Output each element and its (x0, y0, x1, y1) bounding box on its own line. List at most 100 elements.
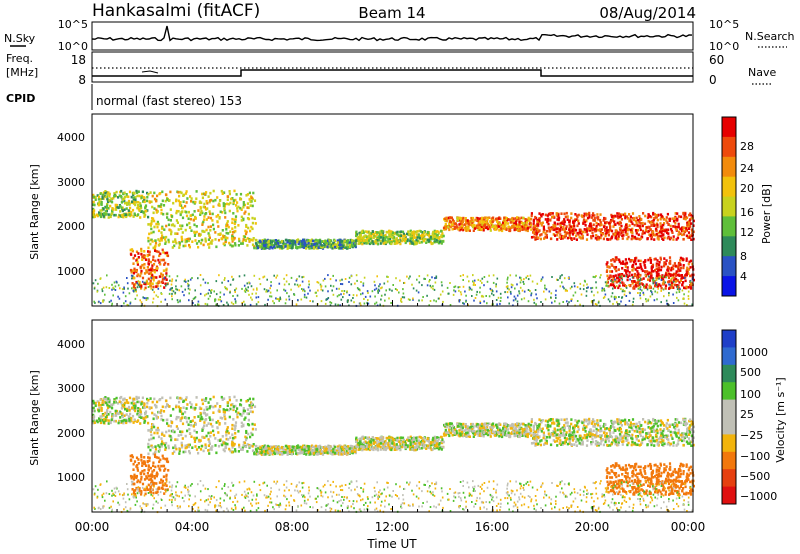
power-echo-cell (123, 197, 126, 200)
power-echo-cell (564, 289, 567, 292)
power-echo-cell (256, 287, 258, 290)
power-echo-cell (458, 219, 461, 222)
velocity-echo-cell (207, 444, 210, 447)
power-echo-cell (688, 227, 691, 230)
power-echo-cell (362, 284, 365, 287)
velocity-echo-cell (144, 410, 148, 413)
power-echo-cell (203, 218, 206, 221)
power-echo-cell (120, 214, 123, 217)
power-echo-cell (291, 243, 294, 246)
power-echo-cell (543, 290, 545, 293)
power-echo-cell (345, 244, 348, 247)
power-echo-cell (130, 270, 133, 274)
power-echo-cell (150, 219, 153, 223)
power-echo-cell (175, 279, 177, 282)
power-echo-cell (128, 202, 131, 206)
power-echo-cell (472, 274, 474, 277)
power-echo-cell (506, 278, 509, 281)
power-echo-cell (290, 246, 293, 250)
nave-label: Nave (748, 66, 776, 79)
velocity-echo-cell (99, 415, 102, 418)
power-echo-cell (135, 288, 137, 291)
power-echo-cell (423, 231, 426, 234)
power-echo-cell (132, 193, 135, 197)
power-echo-cell (516, 216, 519, 219)
power-echo-cell (154, 239, 157, 242)
power-echo-cell (536, 282, 539, 285)
power-echo-cell (632, 263, 635, 267)
power-echo-cell (94, 301, 96, 304)
power-echo-cell (209, 212, 212, 216)
power-echo-cell (656, 291, 659, 294)
power-echo-cell (496, 220, 499, 223)
velocity-echo-cell (193, 408, 196, 411)
power-echo-cell (153, 225, 156, 229)
power-echo-cell (510, 286, 513, 289)
velocity-echo-cell (208, 405, 212, 408)
power-echo-cell (654, 216, 657, 219)
power-echo-cell (683, 302, 686, 305)
power-echo-cell (363, 298, 365, 300)
power-echo-cell (462, 274, 464, 277)
power-echo-cell (681, 258, 684, 262)
power-echo-cell (644, 214, 647, 218)
power-echo-cell (214, 300, 216, 303)
velocity-echo-cell (132, 402, 136, 405)
power-echo-cell (566, 289, 568, 292)
power-echo-cell (392, 284, 394, 286)
power-echo-cell (234, 291, 236, 293)
power-echo-cell (455, 225, 458, 229)
power-echo-cell (568, 220, 571, 224)
power-echo-cell (620, 274, 623, 277)
power-echo-cell (633, 216, 636, 220)
power-echo-cell (691, 273, 694, 277)
power-echo-cell (467, 222, 470, 226)
velocity-echo-cell (180, 433, 183, 437)
power-echo-cell (474, 284, 476, 286)
power-echo-cell (110, 299, 112, 302)
velocity-echo-cell (247, 418, 250, 422)
power-echo-cell (609, 225, 612, 228)
velocity-echo-cell (168, 405, 171, 408)
power-echo-cell (260, 243, 264, 246)
power-echo-cell (464, 217, 467, 220)
power-echo-cell (256, 288, 258, 291)
power-ytick-4000: 4000 (57, 131, 85, 144)
velocity-echo-cell (151, 400, 154, 404)
power-echo-cell (495, 290, 498, 293)
power-echo-cell (257, 296, 260, 299)
power-echo-cell (669, 283, 671, 286)
power-echo-cell (243, 212, 246, 215)
power-echo-cell (192, 297, 195, 300)
power-echo-cell (532, 218, 535, 222)
power-echo-cell (640, 278, 643, 281)
velocity-echo-cell (224, 442, 227, 445)
power-echo-cell (691, 232, 694, 235)
power-echo-cell (177, 191, 180, 194)
power-echo-cell (659, 256, 662, 260)
power-echo-cell (657, 287, 659, 290)
power-echo-cell (637, 259, 640, 263)
power-echo-cell (96, 214, 99, 218)
power-echo-cell (648, 275, 650, 278)
velocity-echo-cell (119, 416, 122, 419)
power-echo-cell (181, 224, 184, 228)
velocity-echo-cell (143, 421, 146, 424)
power-echo-cell (685, 234, 688, 238)
power-echo-cell (523, 283, 525, 285)
velocity-echo-cell (161, 405, 164, 409)
power-echo-cell (390, 242, 393, 246)
power-echo-cell (659, 268, 663, 272)
velocity-echo-cell (204, 414, 208, 417)
power-echo-cell (549, 219, 552, 222)
power-echo-cell (377, 288, 380, 291)
power-echo-cell (444, 225, 447, 228)
power-echo-cell (505, 217, 508, 221)
power-echo-cell (148, 200, 151, 203)
power-echo-cell (183, 294, 185, 297)
power-echo-cell (544, 298, 547, 301)
power-echo-cell (602, 288, 604, 291)
power-echo-cell (161, 275, 164, 278)
velocity-echo-cell (104, 416, 107, 419)
power-echo-cell (434, 277, 436, 280)
